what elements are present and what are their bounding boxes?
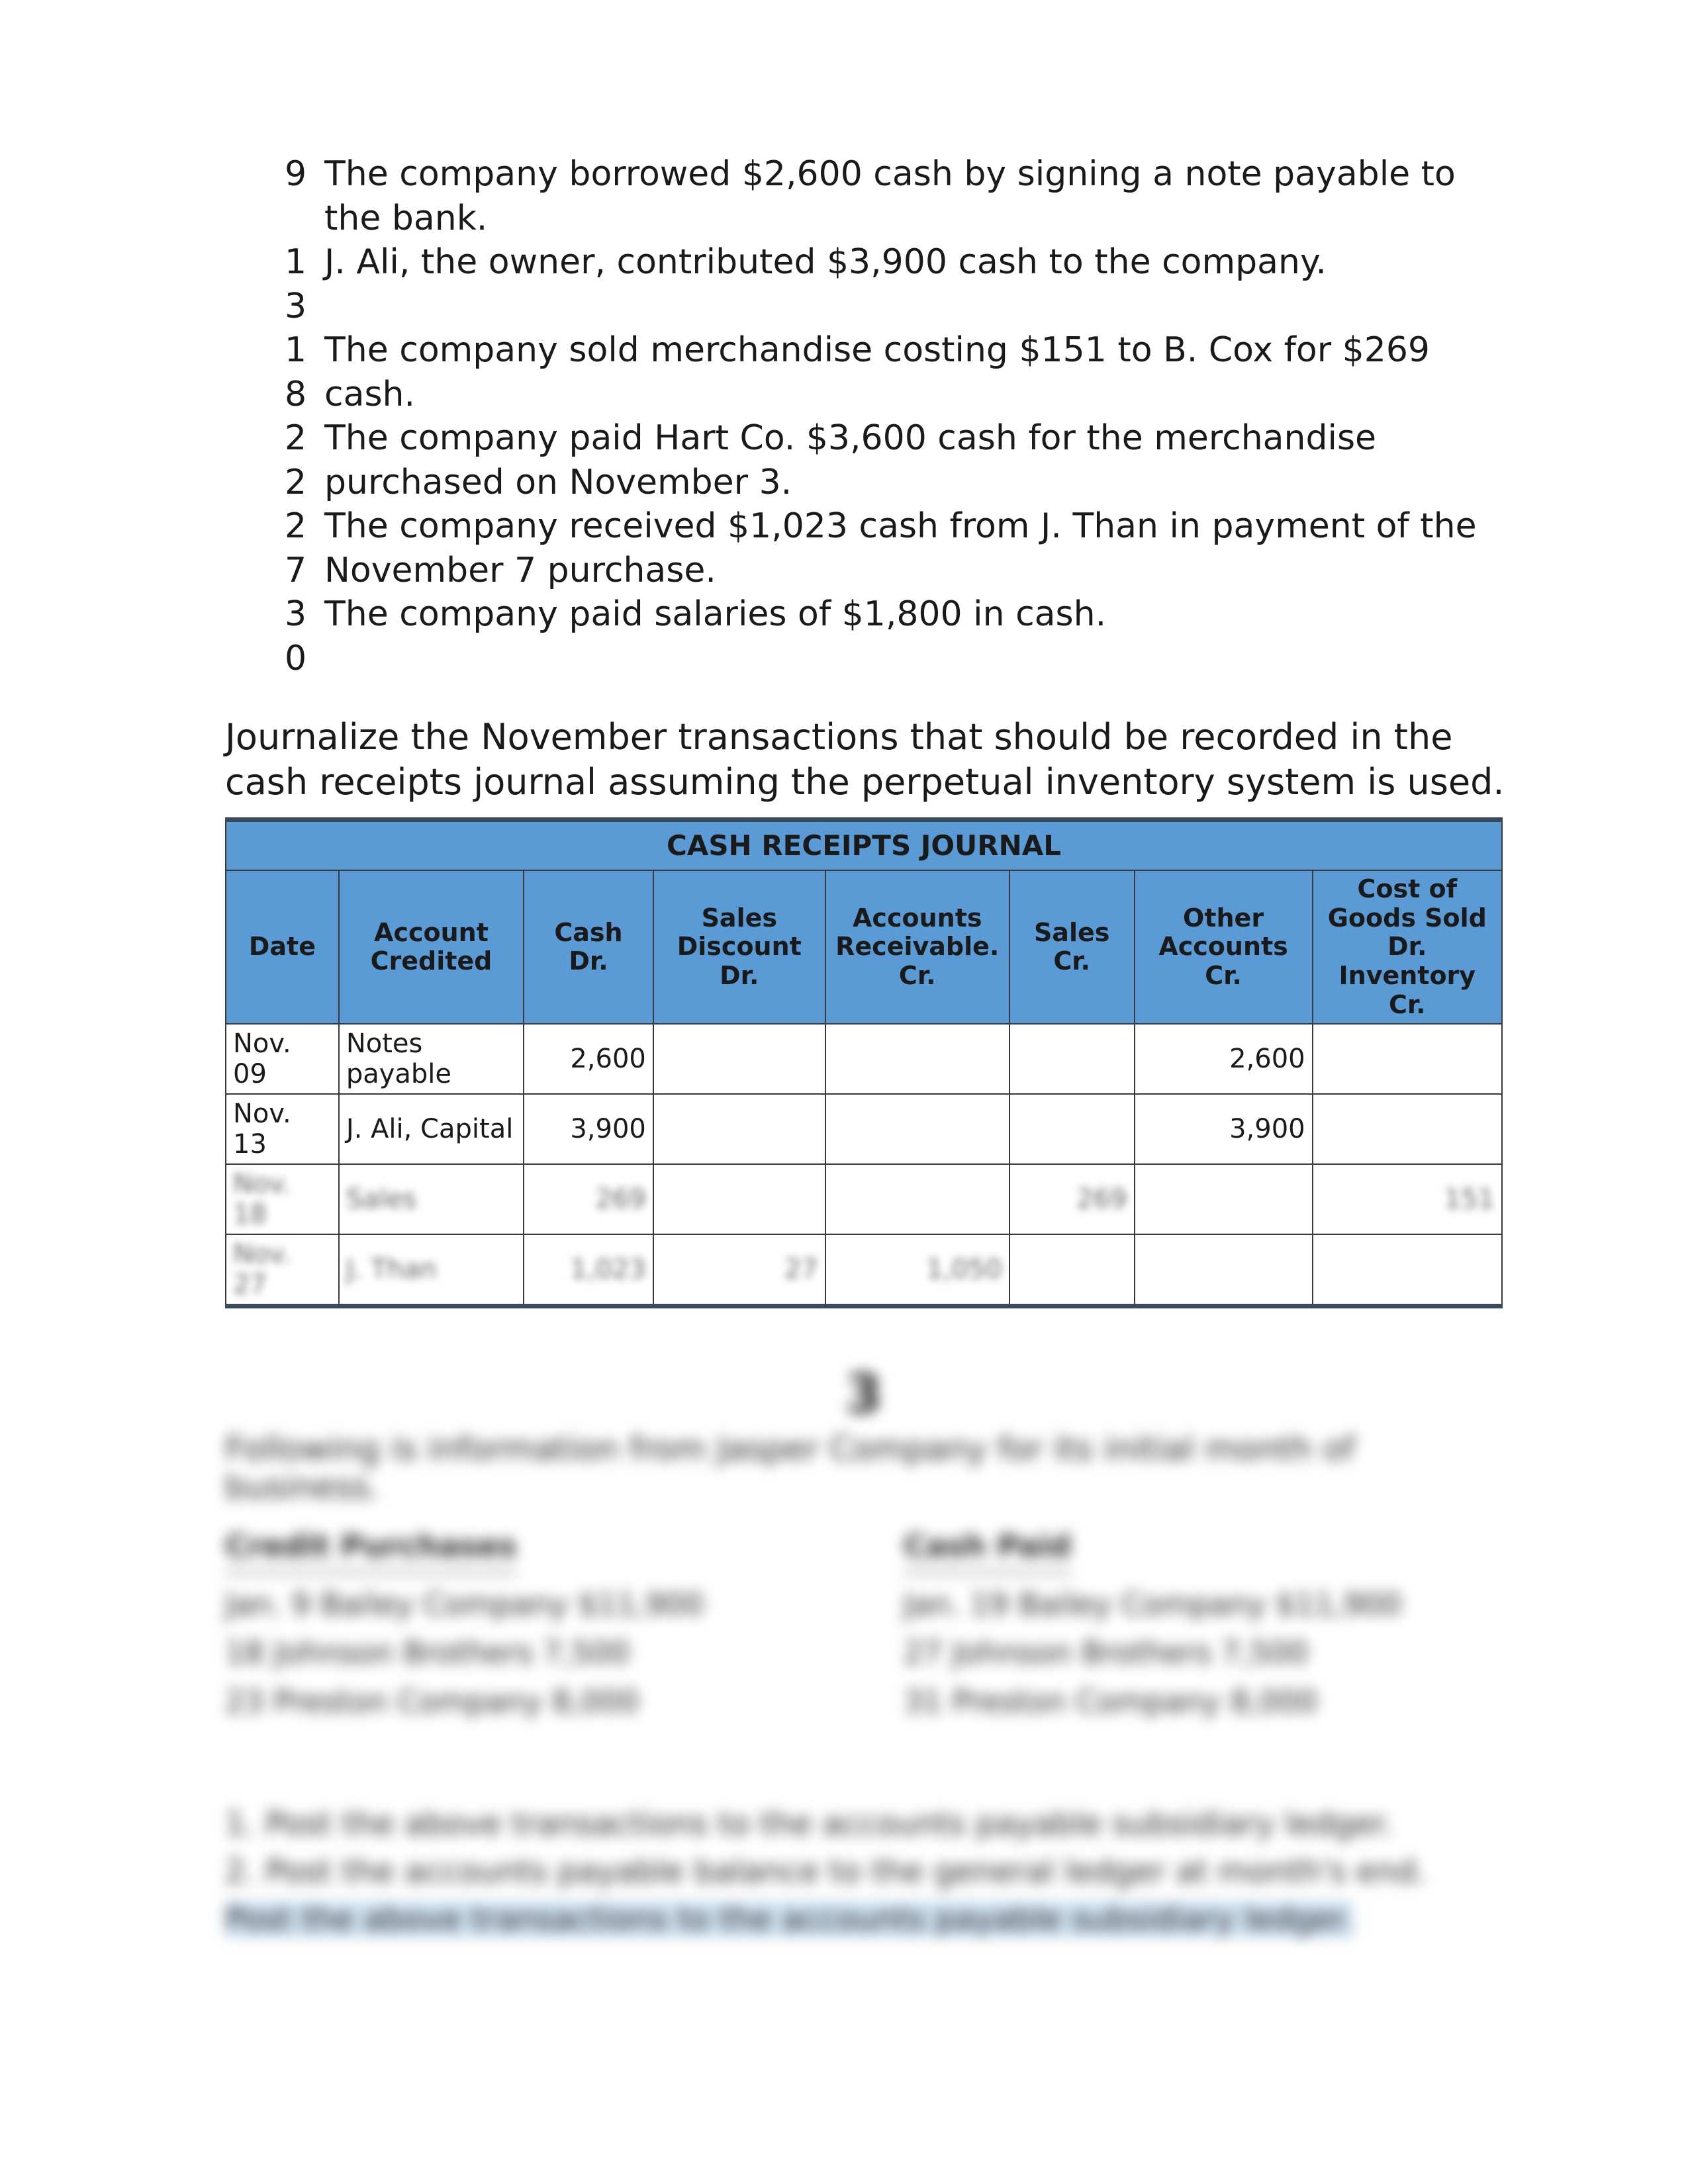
crj-col-date: Date xyxy=(226,870,339,1024)
q3-right-row: 31 Preston Company 8,000 xyxy=(904,1678,1503,1727)
transaction-row: 18 The company sold merchandise costing … xyxy=(285,328,1503,416)
crj-cell-date: Nov. 18 xyxy=(226,1164,339,1234)
crj-cell-acct: J. Than xyxy=(339,1234,524,1306)
q3-left-header: Credit Purchases xyxy=(225,1522,517,1574)
tx-text: The company paid salaries of $1,800 in c… xyxy=(324,592,1503,637)
tx-number: 30 xyxy=(285,592,324,680)
tx-text: J. Ali, the owner, contributed $3,900 ca… xyxy=(324,240,1503,285)
crj-cell-date: Nov. 27 xyxy=(226,1234,339,1306)
crj-cell-other: 3,900 xyxy=(1135,1094,1313,1164)
crj-cell-ar xyxy=(825,1164,1009,1234)
tx-text: The company borrowed $2,600 cash by sign… xyxy=(324,152,1503,240)
tx-number: 13 xyxy=(285,240,324,328)
crj-cell-ar xyxy=(825,1024,1009,1094)
crj-cell-other xyxy=(1135,1164,1313,1234)
tx-number: 22 xyxy=(285,416,324,504)
crj-cell-cash: 269 xyxy=(524,1164,653,1234)
crj-cell-sales xyxy=(1009,1234,1135,1306)
crj-cell-acct: Notes payable xyxy=(339,1024,524,1094)
crj-cell-sales xyxy=(1009,1094,1135,1164)
crj-cell-other: 2,600 xyxy=(1135,1024,1313,1094)
crj-cell-ar xyxy=(825,1094,1009,1164)
tx-text: The company paid Hart Co. $3,600 cash fo… xyxy=(324,416,1503,504)
crj-cell-sdisc xyxy=(653,1164,825,1234)
crj-cell-acct: J. Ali, Capital xyxy=(339,1094,524,1164)
crj-cell-sales: 269 xyxy=(1009,1164,1135,1234)
crj-cell-cogs xyxy=(1313,1094,1502,1164)
q3-two-column: Credit Purchases Jan. 9 Bailey Company $… xyxy=(225,1522,1503,1726)
transaction-list: 9 The company borrowed $2,600 cash by si… xyxy=(285,152,1503,681)
q3-right-row: Jan. 19 Bailey Company $11,900 xyxy=(904,1580,1503,1629)
crj-cell-sdisc xyxy=(653,1094,825,1164)
q3-left-row: 18 Johnson Brothers 7,500 xyxy=(225,1629,824,1678)
crj-cell-acct: Sales xyxy=(339,1164,524,1234)
crj-cell-other xyxy=(1135,1234,1313,1306)
transaction-row: 13 J. Ali, the owner, contributed $3,900… xyxy=(285,240,1503,328)
crj-cell-cash: 1,023 xyxy=(524,1234,653,1306)
crj-cell-date: Nov. 09 xyxy=(226,1024,339,1094)
crj-header-row: Date Account Credited Cash Dr. Sales Dis… xyxy=(226,870,1502,1024)
crj-cell-cogs xyxy=(1313,1234,1502,1306)
crj-cell-cogs xyxy=(1313,1024,1502,1094)
crj-col-cash: Cash Dr. xyxy=(524,870,653,1024)
crj-row: Nov. 13 J. Ali, Capital 3,900 3,900 xyxy=(226,1094,1502,1164)
page: 9 The company borrowed $2,600 cash by si… xyxy=(0,0,1688,2184)
transaction-row: 22 The company paid Hart Co. $3,600 cash… xyxy=(285,416,1503,504)
transaction-row: 9 The company borrowed $2,600 cash by si… xyxy=(285,152,1503,240)
crj-cell-ar: 1,050 xyxy=(825,1234,1009,1306)
crj-col-cogs: Cost of Goods Sold Dr. Inventory Cr. xyxy=(1313,870,1502,1024)
q3-right-header: Cash Paid xyxy=(904,1522,1071,1574)
q3-task-highlight: Post the above transactions to the accou… xyxy=(225,1901,1353,1938)
q3-number: 3 xyxy=(225,1363,1503,1425)
q3-left-row: Jan. 9 Bailey Company $11,900 xyxy=(225,1580,824,1629)
crj-cell-cogs: 151 xyxy=(1313,1164,1502,1234)
tx-number: 27 xyxy=(285,504,324,592)
tx-number: 18 xyxy=(285,328,324,416)
q3-right-row: 27 Johnson Brothers 7,500 xyxy=(904,1629,1503,1678)
cash-receipts-journal-table: CASH RECEIPTS JOURNAL Date Account Credi… xyxy=(225,817,1503,1308)
tx-text: The company sold merchandise costing $15… xyxy=(324,328,1503,416)
q3-intro: Following is information from Jasper Com… xyxy=(225,1430,1503,1506)
crj-cell-date: Nov. 13 xyxy=(226,1094,339,1164)
q3-tasks: 1. Post the above transactions to the ac… xyxy=(225,1800,1503,1943)
q3-right-col: Cash Paid Jan. 19 Bailey Company $11,900… xyxy=(904,1522,1503,1726)
q3-task: 2. Post the accounts payable balance to … xyxy=(225,1848,1503,1895)
crj-title: CASH RECEIPTS JOURNAL xyxy=(226,820,1502,871)
crj-row: Nov. 09 Notes payable 2,600 2,600 xyxy=(226,1024,1502,1094)
transaction-row: 27 The company received $1,023 cash from… xyxy=(285,504,1503,592)
crj-row-blurred: Nov. 18 Sales 269 269 151 xyxy=(226,1164,1502,1234)
transaction-row: 30 The company paid salaries of $1,800 i… xyxy=(285,592,1503,680)
crj-cell-cash: 2,600 xyxy=(524,1024,653,1094)
crj-col-ar: Accounts Receivable. Cr. xyxy=(825,870,1009,1024)
q3-left-row: 23 Preston Company 8,000 xyxy=(225,1678,824,1727)
instruction-text: Journalize the November transactions tha… xyxy=(225,715,1509,804)
crj-cell-sales xyxy=(1009,1024,1135,1094)
q3-left-col: Credit Purchases Jan. 9 Bailey Company $… xyxy=(225,1522,824,1726)
tx-text: The company received $1,023 cash from J.… xyxy=(324,504,1503,592)
crj-col-acct: Account Credited xyxy=(339,870,524,1024)
crj-cell-sdisc xyxy=(653,1024,825,1094)
crj-row-blurred: Nov. 27 J. Than 1,023 27 1,050 xyxy=(226,1234,1502,1306)
crj-col-sdisc: Sales Discount Dr. xyxy=(653,870,825,1024)
tx-number: 9 xyxy=(285,152,324,197)
q3-task: 1. Post the above transactions to the ac… xyxy=(225,1800,1503,1848)
crj-col-other: Other Accounts Cr. xyxy=(1135,870,1313,1024)
crj-cell-cash: 3,900 xyxy=(524,1094,653,1164)
crj-cell-sdisc: 27 xyxy=(653,1234,825,1306)
crj-col-sales: Sales Cr. xyxy=(1009,870,1135,1024)
